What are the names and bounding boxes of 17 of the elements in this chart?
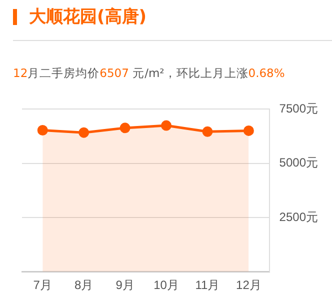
point <box>202 126 213 137</box>
y-tick-label: 2500元 <box>279 210 318 224</box>
x-tick-label: 11月 <box>195 278 220 292</box>
y-tick-label: 7500元 <box>279 102 318 116</box>
x-tick-label: 10月 <box>154 278 179 292</box>
x-tick-label: 7月 <box>33 278 52 292</box>
x-tick-label: 9月 <box>116 278 134 292</box>
point <box>78 127 90 138</box>
point <box>37 124 48 136</box>
x-tick-label: 12月 <box>236 278 262 292</box>
chart-title: 大顺花园(高唐) <box>29 6 147 28</box>
chart-subtitle: 12月二手房均价6507 元/m²，环比上月上涨0.68% <box>13 66 285 81</box>
y-tick-label: 5000元 <box>279 156 318 170</box>
point <box>243 125 254 136</box>
point <box>161 120 172 131</box>
x-tick-label: 8月 <box>74 278 94 292</box>
point <box>120 122 130 134</box>
